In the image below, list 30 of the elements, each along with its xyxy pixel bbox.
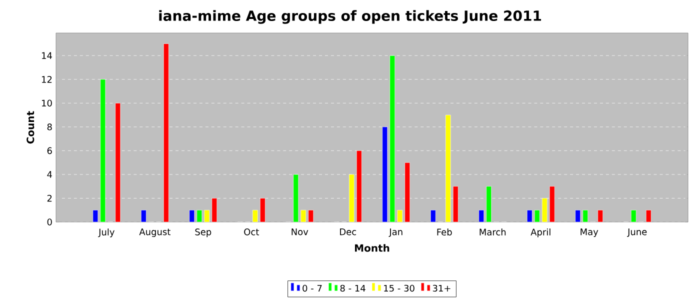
x-tick-label: May (580, 228, 598, 237)
y-axis-title: Count (26, 111, 34, 144)
legend-label: 15 - 30 (384, 284, 414, 292)
x-axis-title: Month (355, 244, 390, 252)
bar (100, 79, 106, 222)
y-tick-label: 2 (47, 194, 52, 202)
y-tick-label: 10 (42, 100, 52, 107)
x-tick-label: August (139, 228, 170, 237)
x-tick-label: Jan (388, 228, 402, 237)
x-tick-label: Sep (195, 228, 212, 238)
y-tick-label: 6 (47, 147, 52, 154)
x-tick-label: April (530, 228, 550, 238)
y-tick-label: 0 (47, 218, 52, 226)
bar (390, 55, 396, 222)
y-tick-label: 8 (47, 123, 52, 130)
x-tick-label: Oct (244, 228, 259, 236)
x-tick-label: Dec (340, 228, 356, 236)
x-tick-label: Nov (292, 228, 308, 236)
bar (164, 44, 169, 222)
legend-label: 31+ (432, 284, 450, 292)
x-tick-label: March (480, 228, 506, 236)
x-tick-label: June (627, 228, 647, 237)
y-tick-label: 4 (47, 171, 52, 178)
y-tick-label: 14 (42, 52, 52, 59)
y-tick-label: 12 (42, 76, 52, 83)
chart-title: iana-mime Age groups of open tickets June 2011 (159, 10, 542, 24)
x-tick-label: Feb (437, 228, 452, 236)
legend-label: 8 - 14 (340, 284, 366, 292)
legend-label: 0 - 7 (302, 284, 322, 292)
x-tick-label: July (98, 228, 114, 238)
